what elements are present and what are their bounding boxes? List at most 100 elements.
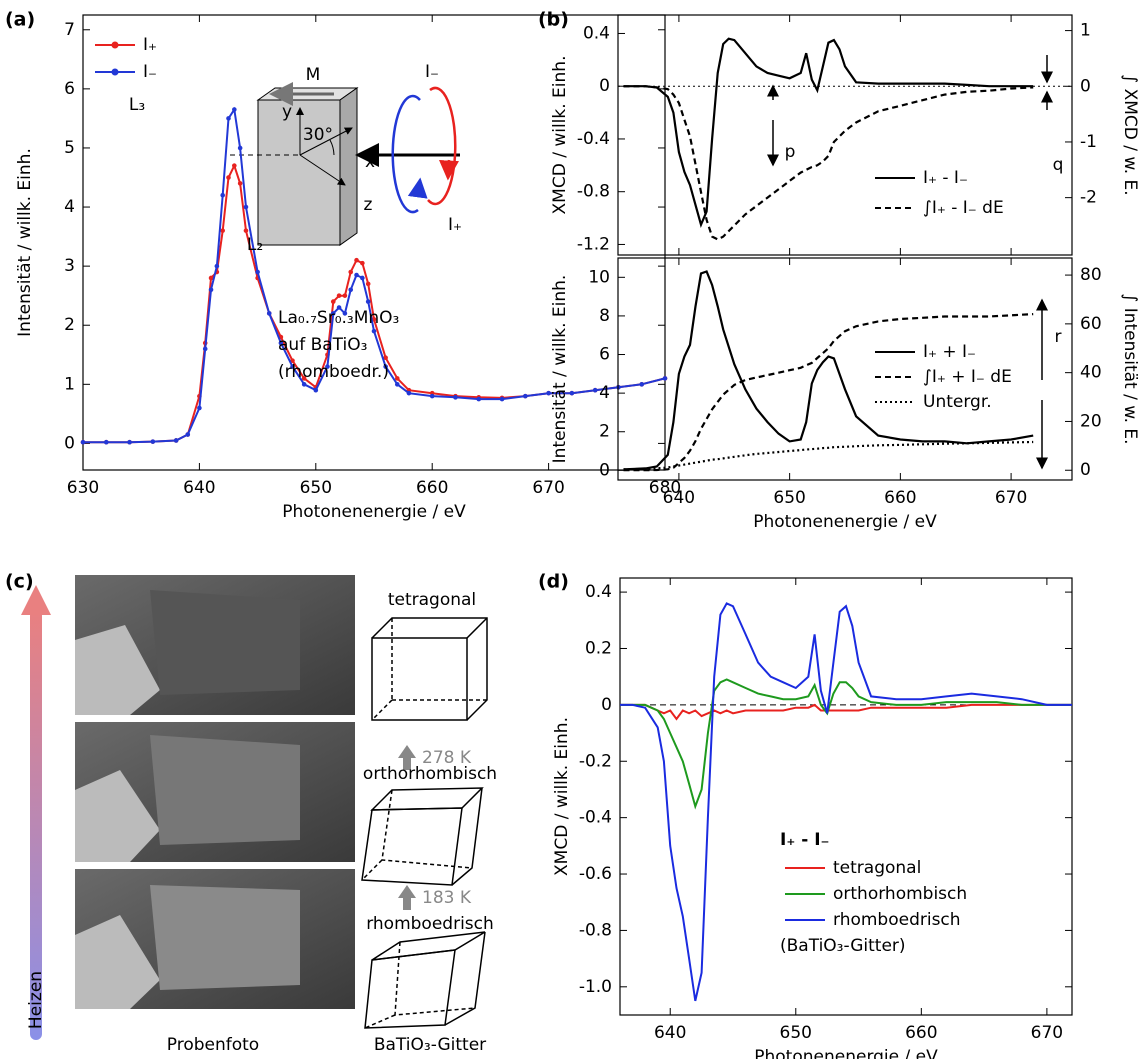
point: [325, 364, 330, 369]
point: [197, 405, 202, 411]
y-tick-label: 10: [588, 267, 610, 287]
legend-label: I₊ - I₋: [923, 168, 968, 188]
y-tick-label: 0.4: [585, 582, 612, 602]
legend-marker: [111, 41, 119, 49]
point: [394, 376, 400, 381]
point: [406, 390, 412, 396]
y-tick-label: 0: [64, 433, 75, 453]
y-tick-label: 0.2: [585, 638, 612, 658]
x-tick-label: 650: [780, 1023, 812, 1043]
annotation: La₀.₇Sr₀.₃MnO₃: [278, 308, 399, 328]
phase-label: tetragonal: [388, 590, 476, 610]
legend-label: rhomboedrisch: [833, 910, 961, 930]
point: [499, 396, 505, 402]
panel-label: (b): [538, 9, 569, 31]
x-tick-label: 640: [654, 1023, 686, 1043]
lattices: [361, 617, 488, 1029]
point: [354, 272, 359, 278]
annotation: 30°: [303, 125, 333, 145]
point: [173, 438, 179, 443]
annotation: x: [365, 152, 375, 172]
y-tick-label: -0.4: [577, 129, 610, 149]
y2-tick-label: 20: [1080, 411, 1102, 431]
y-tick-label: 0.4: [583, 23, 610, 43]
y-tick-label: 8: [599, 306, 610, 326]
point: [80, 439, 86, 445]
point: [290, 364, 295, 369]
point: [429, 393, 435, 399]
annotation: r: [1055, 327, 1062, 347]
annotation: I₋: [425, 62, 439, 82]
x-tick-label: 640: [663, 488, 695, 508]
point: [336, 305, 342, 310]
point: [330, 299, 336, 304]
x-tick-label: 650: [300, 478, 332, 498]
point: [342, 311, 348, 316]
legend-label: Untergr.: [923, 392, 992, 412]
plot-frame: [617, 14, 1073, 256]
point: [237, 181, 243, 186]
y-axis-label: Intensität / willk. Einh.: [15, 148, 35, 337]
series-line: [623, 85, 1034, 241]
annotation: L₃: [129, 95, 145, 115]
point: [348, 287, 354, 293]
point: [383, 355, 388, 361]
point: [127, 439, 132, 445]
annotation: p: [785, 142, 796, 162]
point: [301, 382, 307, 387]
annotation: auf BaTiO₃: [278, 335, 367, 355]
y-tick-label: -1.2: [577, 234, 610, 254]
y-tick-label: -0.8: [579, 920, 612, 940]
y-tick-label: 0: [599, 76, 610, 96]
point: [360, 260, 365, 266]
point: [202, 346, 208, 352]
point: [453, 395, 458, 400]
series-line: [623, 440, 1034, 471]
chart: (d) 640 650 660 670 -1.0 -0.8 -0.6 -0.4 -0.2 0 0.2 0…: [538, 571, 1073, 1059]
annotation: z: [364, 195, 373, 215]
y2-tick-label: 1: [1080, 21, 1091, 41]
x-axis-label: Photonenenergie / eV: [753, 512, 937, 532]
point: [354, 257, 359, 263]
point: [103, 439, 109, 445]
plot-frame: [619, 577, 1073, 1016]
x-tick-label: 680: [649, 478, 681, 498]
y-tick-label: 1: [64, 374, 75, 394]
point: [226, 116, 231, 121]
legend-note: (BaTiO₃-Gitter): [780, 936, 906, 956]
series-line: [623, 270, 1034, 471]
y-tick-label: 7: [64, 20, 75, 40]
legend-label: I₋: [143, 62, 157, 82]
legend-marker: [111, 68, 119, 76]
series-line: [620, 703, 1072, 721]
annotation: I₊: [448, 215, 462, 235]
point: [592, 387, 598, 393]
annotation: y: [282, 102, 292, 122]
point: [255, 269, 260, 275]
annotation: q: [1053, 155, 1064, 175]
point: [301, 376, 307, 381]
series-line: [623, 37, 1034, 229]
point: [243, 228, 249, 233]
y-tick-label: 4: [64, 197, 75, 217]
point: [220, 228, 225, 233]
point: [360, 275, 365, 281]
point: [523, 393, 528, 399]
point: [232, 163, 237, 168]
y-axis-label: XMCD / willk. Einh.: [552, 717, 572, 876]
inset-diagram: [230, 82, 460, 246]
x-tick-label: 630: [67, 478, 99, 498]
panel-label: (c): [5, 571, 34, 593]
y-tick-label: 2: [64, 315, 75, 335]
caption: Probenfoto: [167, 1035, 259, 1055]
legend-label: I₊: [143, 35, 157, 55]
y-tick-label: -0.4: [579, 808, 612, 828]
y-tick-label: 0: [599, 460, 610, 480]
chart: (a)630 640 650 660 670 68001234567Photonenene…: [5, 9, 681, 523]
x-tick-label: 670: [1031, 1023, 1063, 1043]
point: [342, 293, 348, 298]
point: [662, 376, 668, 381]
annotation: (rhomboedr.): [278, 362, 389, 382]
legend-label: tetragonal: [833, 858, 921, 878]
